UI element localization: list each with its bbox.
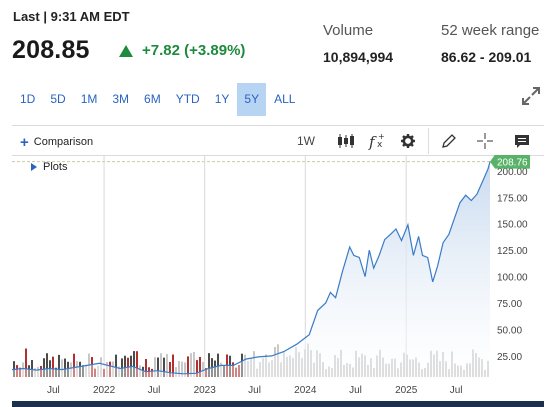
last-price-tag-label: 208.76 [497, 158, 528, 169]
volume-bar [157, 357, 159, 377]
x-tick-label: 2022 [93, 385, 116, 396]
x-tick-label: 2023 [194, 385, 217, 396]
play-arrow-icon [31, 163, 37, 171]
volume-bar [73, 353, 75, 377]
volume-bar [172, 354, 174, 377]
price-chart[interactable]: 25.00 50.00 75.00 100.00 125.00 150.00 175.00 2… [0, 155, 550, 401]
price-change: +7.82 (+3.89%) [119, 42, 245, 59]
volume-bar [58, 354, 60, 377]
volume-bar [64, 358, 66, 377]
week-range-value: 86.62 - 209.01 [441, 49, 532, 65]
volume-bar [178, 361, 180, 377]
volume-bar [202, 361, 204, 377]
crosshair-icon[interactable] [476, 130, 494, 152]
price-line [11, 161, 491, 375]
svg-text:+: + [378, 132, 385, 141]
range-5y[interactable]: 5Y [237, 83, 267, 116]
plots-toggle[interactable]: Plots [31, 161, 67, 173]
x-tick-label: 2024 [294, 385, 317, 396]
svg-text:x: x [377, 140, 383, 150]
y-tick-label: 200.00 [497, 167, 528, 178]
last-price: 208.85 [12, 36, 90, 64]
volume-bar [61, 359, 63, 377]
volume-bar [169, 361, 171, 377]
divider [12, 125, 544, 126]
volume-bar [133, 351, 135, 377]
function-icon[interactable]: f x + [368, 130, 386, 152]
volume-bar [166, 354, 168, 377]
volume-bar [190, 353, 192, 377]
volume-bar [115, 354, 117, 377]
range-all[interactable]: ALL [274, 92, 296, 106]
y-tick-label: 125.00 [497, 246, 528, 257]
footer-bar [12, 401, 544, 407]
x-tick-label: Jul [47, 385, 60, 396]
pencil-icon[interactable] [440, 130, 458, 152]
expand-icon[interactable] [521, 86, 541, 106]
range-1d[interactable]: 1D [20, 92, 36, 106]
y-tick-label: 175.00 [497, 193, 528, 204]
volume-bar [163, 357, 165, 377]
volume-bar [199, 356, 201, 377]
y-tick-label: 75.00 [497, 299, 522, 310]
range-1m[interactable]: 1M [80, 92, 98, 106]
y-tick-label: 50.00 [497, 325, 522, 336]
volume-bar [217, 353, 219, 377]
interval-button[interactable]: 1W [297, 134, 315, 148]
volume-bar [193, 351, 195, 377]
toolbar-divider [428, 128, 429, 154]
volume-bar [187, 356, 189, 377]
range-6m[interactable]: 6M [144, 92, 161, 106]
volume-bar [208, 353, 210, 377]
x-tick-label: Jul [450, 385, 463, 396]
candlestick-icon[interactable] [336, 130, 356, 152]
volume-label: Volume [323, 22, 374, 39]
y-tick-label: 150.00 [497, 220, 528, 231]
volume-bar [46, 353, 48, 377]
volume-bar [175, 367, 177, 377]
volume-bar [160, 353, 162, 377]
price-area [12, 161, 490, 377]
range-ytd[interactable]: YTD [175, 92, 200, 106]
volume-bar [31, 360, 33, 377]
range-3m[interactable]: 3M [112, 92, 130, 106]
last-update-label: Last | 9:31 AM EDT [13, 9, 130, 24]
range-1y[interactable]: 1Y [214, 92, 230, 106]
last-price-tag [490, 155, 530, 169]
volume-bar [43, 358, 45, 377]
volume-bar [145, 359, 147, 377]
svg-text:f: f [368, 133, 377, 150]
volume-bar [136, 351, 138, 377]
plots-label: Plots [43, 161, 68, 173]
plus-icon: + [20, 133, 29, 151]
week-range-label: 52 week range [441, 22, 540, 39]
range-5d[interactable]: 5D [50, 92, 66, 106]
comparison-button[interactable]: + Comparison [20, 133, 94, 151]
x-tick-label: Jul [349, 385, 362, 396]
divider [12, 155, 544, 156]
x-tick-label: Jul [148, 385, 161, 396]
volume-bar [181, 361, 183, 377]
volume-bar [196, 360, 198, 377]
y-tick-label: 100.00 [497, 273, 528, 284]
volume-bar [124, 355, 126, 377]
range-selector: 1D 5D 1M 3M 6M YTD 1Y 5Y ALL [13, 83, 303, 116]
up-triangle-icon [119, 44, 133, 57]
x-tick-label: Jul [248, 385, 261, 396]
volume-bar [52, 356, 54, 377]
x-tick-label: 2025 [395, 385, 418, 396]
volume-bar [154, 357, 156, 377]
volume-value: 10,894,994 [323, 49, 394, 65]
price-change-value: +7.82 (+3.89%) [142, 42, 246, 59]
comparison-label: Comparison [33, 136, 94, 148]
y-tick-label: 25.00 [497, 352, 522, 363]
volume-bar [25, 348, 27, 377]
chat-icon[interactable] [513, 130, 531, 152]
gear-icon[interactable] [400, 130, 416, 152]
volume-bar [184, 362, 186, 377]
